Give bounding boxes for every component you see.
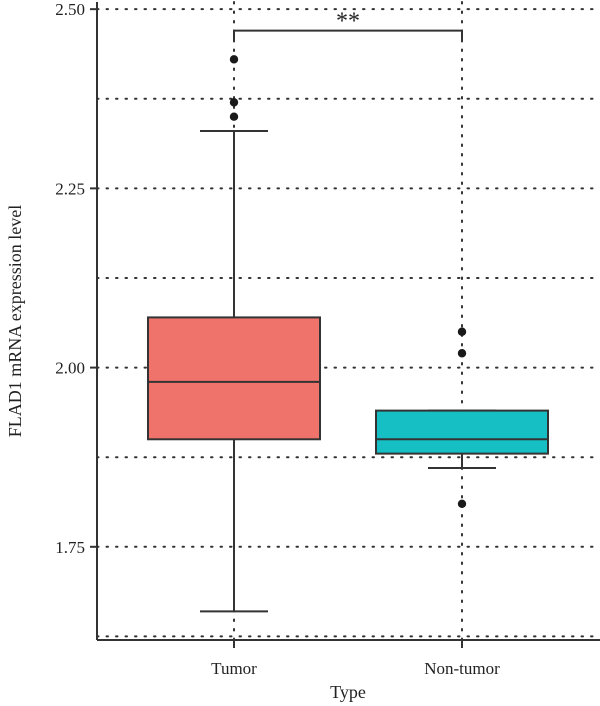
y-tick-label: 1.75 [55, 538, 85, 557]
axis-layer: ** 1.75 2.00 2.25 2.50 Tumor Non-tumor [55, 0, 600, 678]
box-group-non-tumor [375, 327, 549, 508]
box-iqr [147, 316, 321, 441]
box-layer [147, 55, 549, 613]
box-iqr [375, 409, 549, 455]
y-tick-label: 2.00 [55, 359, 85, 378]
x-tick-label: Non-tumor [424, 659, 500, 678]
outlier-point [457, 499, 467, 508]
x-axis-title: Type [330, 682, 366, 702]
box-group-tumor [147, 55, 321, 613]
outlier-point [457, 349, 467, 358]
x-tick-label: Tumor [211, 659, 257, 678]
outlier-point [229, 55, 239, 64]
significance-bracket [233, 29, 463, 40]
outlier-point [229, 112, 239, 121]
outlier-point [457, 327, 467, 336]
outlier-point [229, 98, 239, 107]
y-tick-label: 2.50 [55, 0, 85, 19]
significance-label: ** [336, 9, 360, 35]
y-tick-label: 2.25 [55, 179, 85, 198]
y-axis-title: FLAD1 mRNA expression level [5, 205, 25, 437]
